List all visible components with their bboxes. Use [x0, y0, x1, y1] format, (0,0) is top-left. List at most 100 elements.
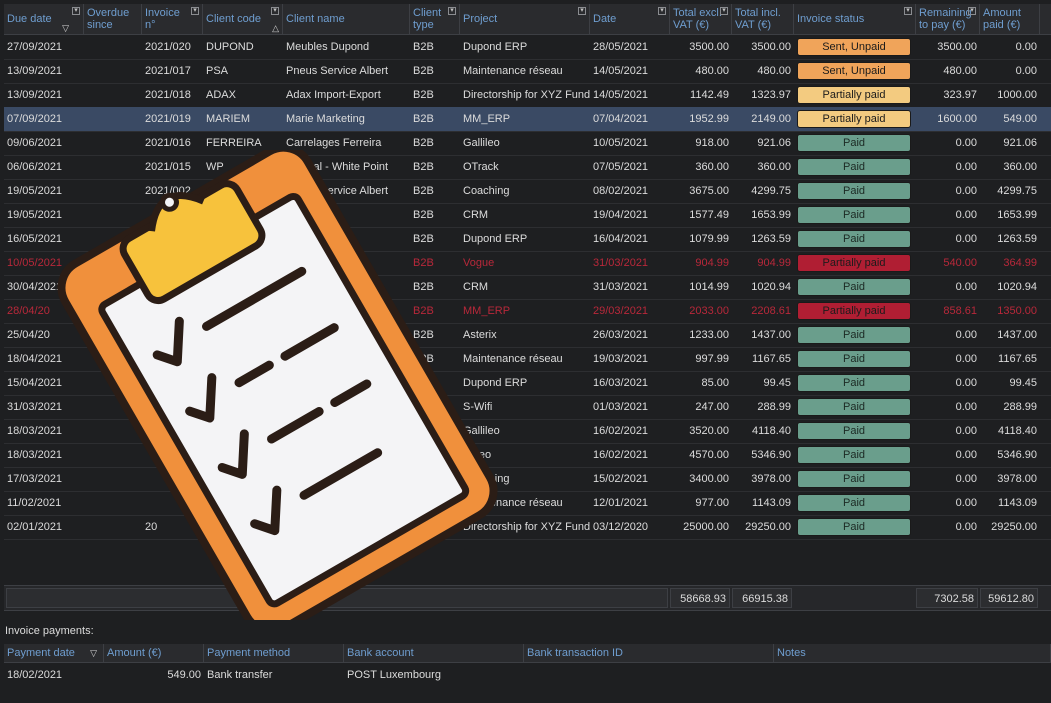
table-row[interactable]: 31/03/2021 S-Wifi 01/03/2021 247.00 288.99 Pa…	[4, 395, 1051, 420]
column-header-client-name[interactable]: Client name	[283, 4, 410, 34]
table-row[interactable]: 30/04/2021 B2B CRM 31/03/2021 1014.99 1020.94…	[4, 275, 1051, 300]
column-header-label: since	[87, 19, 113, 31]
cell-total-excl: 3500.00	[689, 41, 729, 53]
column-header-label: paid (€)	[983, 19, 1021, 31]
total-remaining: 7302.58	[916, 588, 978, 608]
table-row[interactable]: 18/04/2021B2BMaintenance réseau19/03/202…	[4, 347, 1051, 372]
column-header-label: Invoice	[145, 7, 180, 19]
cell-remaining: 0.00	[955, 425, 977, 437]
table-row[interactable]: 27/09/2021 2021/020 DUPOND Meubles Dupond B2…	[4, 35, 1051, 60]
table-row[interactable]: 07/09/2021 2021/019 MARIEM Marie Marketing B…	[4, 107, 1051, 132]
table-row[interactable]: 18/03/2021allileo16/02/20214570.005346.9…	[4, 443, 1051, 468]
sort-ascending-icon[interactable]: △	[272, 23, 279, 33]
table-row[interactable]: 28/04/20 B2B MM_ERP 29/03/2021 2033.00 2208.6…	[4, 299, 1051, 324]
filter-icon[interactable]: ▾	[448, 7, 456, 15]
cell-due-date: 15/04/2021	[7, 377, 63, 389]
payment-cell-bank-account: POST Luxembourg	[347, 669, 441, 681]
status-badge: Paid	[797, 398, 911, 416]
sort-descending-icon[interactable]: ▽	[62, 23, 69, 33]
cell-total-excl: 3520.00	[689, 425, 729, 437]
column-header-client-code[interactable]: Client code ▾ △	[203, 4, 283, 34]
cell-remaining: 480.00	[943, 65, 977, 77]
cell-due-date: 18/04/2021	[7, 353, 63, 365]
filter-icon[interactable]: ▾	[658, 7, 666, 15]
column-header-project[interactable]: Project ▾	[460, 4, 590, 34]
table-row[interactable]: 18/03/2021 Gallileo 16/02/2021 3520.00 4118.…	[4, 419, 1051, 444]
payments-column-header-payment-date[interactable]: Payment date ▽	[4, 644, 104, 662]
cell-total-incl: 1020.94	[751, 281, 791, 293]
cell-total-excl: 85.00	[701, 377, 729, 389]
column-header-client-type[interactable]: Client type ▾	[410, 4, 460, 34]
column-header-due-date[interactable]: Due date ▾ ▽	[4, 4, 84, 34]
cell-invoice-no: 2021/018	[145, 89, 191, 101]
cell-date: 31/03/2021	[593, 257, 649, 269]
filter-icon[interactable]: ▾	[271, 7, 279, 15]
status-badge: Sent, Unpaid	[797, 38, 911, 56]
cell-due-date: 10/05/2021	[7, 257, 63, 269]
cell-invoice-no: 20	[145, 521, 158, 533]
cell-total-excl: 1233.00	[689, 329, 729, 341]
column-header-overdue-since[interactable]: Overdue since	[84, 4, 142, 34]
table-row[interactable]: 10/05/202110signB2BVogue31/03/2021904.99…	[4, 251, 1051, 276]
cell-date: 19/03/2021	[593, 353, 649, 365]
table-row[interactable]: 06/06/2021 2021/015 WP Journal - White Poin…	[4, 155, 1051, 180]
cell-client-name: Marie Marketing	[286, 113, 365, 125]
payments-column-header-amount[interactable]: Amount (€)	[104, 644, 204, 662]
status-badge: Sent, Unpaid	[797, 62, 911, 80]
table-row[interactable]: 02/01/202120B2BDirectorship for XYZ Fund…	[4, 515, 1051, 540]
table-row[interactable]: 15/04/2021 Dupond ERP 16/03/2021 85.00 99.45…	[4, 371, 1051, 396]
table-row[interactable]: 17/03/2021Coaching15/02/20213400.003978.…	[4, 467, 1051, 492]
table-row[interactable]: 11/02/2021BMaintenance réseau12/01/20219…	[4, 491, 1051, 516]
payments-column-header-bank-account[interactable]: Bank account	[344, 644, 524, 662]
payments-column-header-method[interactable]: Payment method	[204, 644, 344, 662]
payments-column-header-bank-tx[interactable]: Bank transaction ID	[524, 644, 774, 662]
payment-row[interactable]: 18/02/2021 549.00 Bank transfer POST Luxemb…	[4, 663, 1051, 687]
filter-icon[interactable]: ▾	[191, 7, 199, 15]
cell-amount-paid: 4299.75	[997, 185, 1037, 197]
cell-project: Directorship for XYZ Fund	[463, 89, 590, 101]
payment-cell-amount: 549.00	[167, 669, 201, 681]
filter-icon[interactable]: ▾	[578, 7, 586, 15]
check-mark-4	[250, 485, 282, 536]
column-header-date[interactable]: Date ▾	[590, 4, 670, 34]
cell-due-date: 19/05/2021	[7, 185, 63, 197]
cell-overdue-since	[84, 35, 142, 59]
cell-date: 10/05/2021	[593, 137, 649, 149]
status-badge: Paid	[797, 422, 911, 440]
column-header-label: Client code	[206, 13, 262, 25]
column-header-amount-paid[interactable]: Amount paid (€)	[980, 4, 1040, 34]
filter-icon[interactable]: ▾	[720, 7, 728, 15]
column-header-invoice-no[interactable]: Invoice n° ▾	[142, 4, 203, 34]
check-mark-1	[152, 316, 184, 367]
column-header-remaining[interactable]: Remaining to pay (€) ▾	[916, 4, 980, 34]
column-header-label: Project	[463, 13, 498, 25]
cell-due-date: 28/04/20	[7, 305, 50, 317]
cell-total-incl: 1437.00	[751, 329, 791, 341]
sort-descending-icon[interactable]: ▽	[90, 648, 97, 658]
column-header-status[interactable]: Invoice status ▾	[794, 4, 916, 34]
payments-column-header-notes[interactable]: Notes	[774, 644, 1051, 662]
table-row[interactable]: 13/09/2021 2021/017 PSA Pneus Service Alber…	[4, 59, 1051, 84]
cell-total-excl: 25000.00	[683, 521, 729, 533]
status-badge: Paid	[797, 158, 911, 176]
cell-total-excl: 1142.49	[690, 89, 729, 101]
cell-remaining: 3500.00	[937, 41, 977, 53]
cell-date: 14/05/2021	[593, 89, 649, 101]
table-row[interactable]: 13/09/2021 2021/018 ADAX Adax Import-Export…	[4, 83, 1051, 108]
filter-icon[interactable]: ▾	[72, 7, 80, 15]
column-header-total-incl[interactable]: Total incl. VAT (€)	[732, 4, 794, 34]
column-header-total-excl[interactable]: Total excl. VAT (€) ▾	[670, 4, 732, 34]
table-row[interactable]: 25/04/20 B2B Asterix 26/03/2021 1233.00 1437.…	[4, 323, 1051, 348]
cell-remaining: 0.00	[955, 449, 977, 461]
filter-icon[interactable]: ▾	[968, 7, 976, 15]
cell-due-date: 31/03/2021	[7, 401, 63, 413]
cell-total-excl: 1952.99	[689, 113, 729, 125]
column-header-label: Payment method	[207, 647, 291, 659]
cell-remaining: 0.00	[955, 185, 977, 197]
table-row[interactable]: 09/06/2021 2021/016 FERREIRA Carrelages Fer…	[4, 131, 1051, 156]
task-line-2	[234, 360, 274, 388]
filter-icon[interactable]: ▾	[904, 7, 912, 15]
cell-due-date: 18/03/2021	[7, 449, 63, 461]
cell-amount-paid: 1653.99	[997, 209, 1037, 221]
cell-project: Coaching	[463, 185, 510, 197]
